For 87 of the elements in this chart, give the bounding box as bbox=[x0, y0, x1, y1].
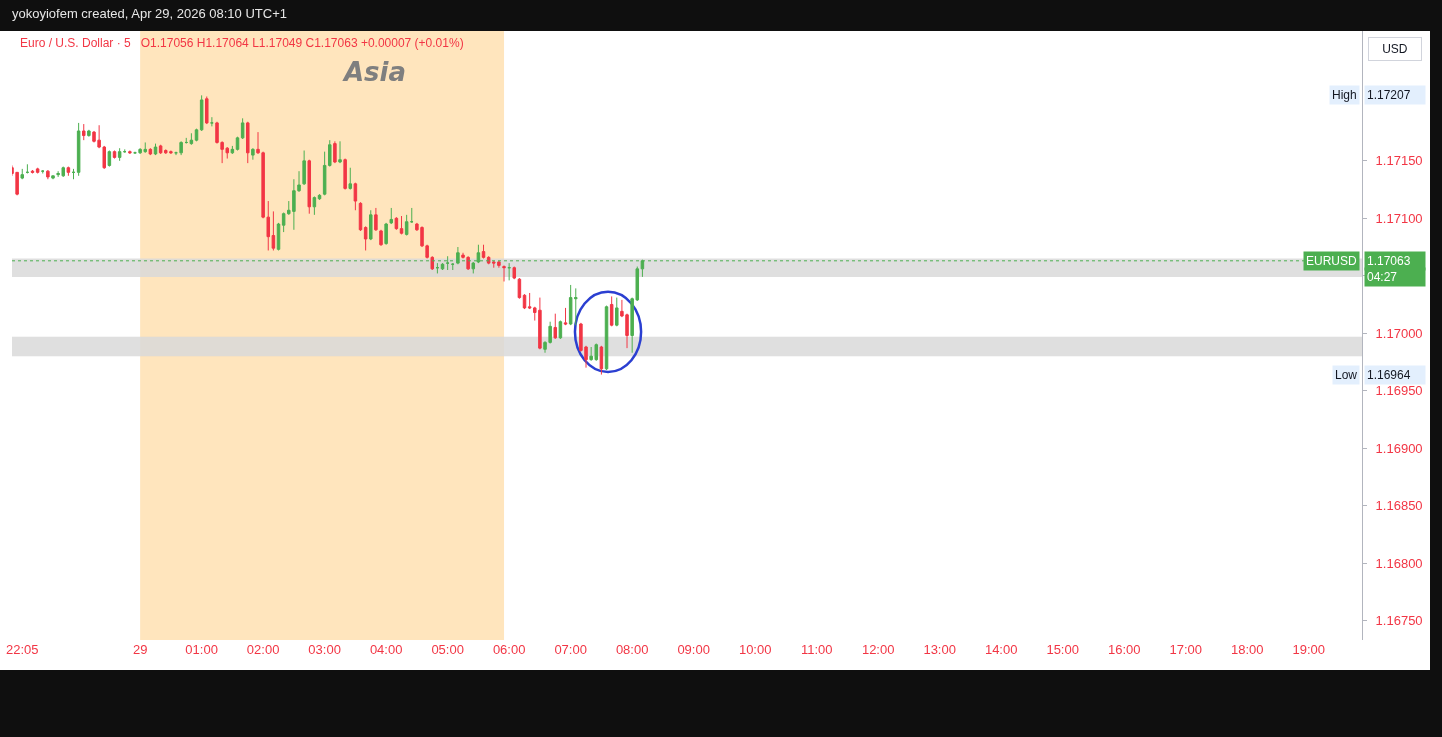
x-tick-label: 14:00 bbox=[984, 642, 1018, 657]
x-tick-label: 03:00 bbox=[308, 642, 341, 657]
x-tick-label: 15:00 bbox=[1046, 642, 1079, 657]
x-tick-label: 02:00 bbox=[246, 642, 280, 657]
x-tick-label: 12:00 bbox=[861, 642, 895, 657]
candlestick bbox=[333, 140, 337, 164]
candlestick bbox=[379, 229, 383, 247]
candlestick bbox=[51, 175, 55, 180]
ref-line-label: EURUSD bbox=[1306, 254, 1358, 268]
candlestick bbox=[153, 143, 158, 156]
x-tick-label: 06:00 bbox=[492, 642, 526, 657]
candlestick bbox=[353, 182, 358, 211]
x-tick-label: 13:00 bbox=[923, 642, 956, 657]
candlestick bbox=[199, 94, 204, 132]
candlestick bbox=[338, 140, 342, 163]
x-tick-label: 01:00 bbox=[185, 642, 218, 657]
band-label: Asia bbox=[342, 57, 407, 87]
candlestick bbox=[343, 158, 347, 191]
y-tick-label: 1.16900 bbox=[1375, 440, 1423, 456]
x-tick-label: 04:00 bbox=[369, 642, 403, 657]
y-tick-label: 1.16850 bbox=[1375, 498, 1423, 514]
y-tick-label: 1.16800 bbox=[1375, 555, 1423, 571]
candlestick bbox=[251, 147, 255, 161]
candlestick bbox=[369, 209, 373, 241]
candlestick bbox=[128, 150, 132, 155]
candlestick bbox=[394, 216, 399, 231]
candlestick bbox=[615, 297, 619, 327]
candlestick bbox=[35, 167, 40, 174]
y-tick-label: 1.17100 bbox=[1375, 210, 1423, 226]
candlestick bbox=[246, 121, 250, 164]
y-tick-label: 1.17150 bbox=[1375, 153, 1423, 169]
x-tick-label: 22:05 bbox=[5, 642, 39, 657]
candlestick bbox=[66, 166, 71, 177]
candlestick bbox=[312, 195, 317, 216]
candlestick bbox=[82, 123, 86, 141]
x-tick-label: 10:00 bbox=[738, 642, 772, 657]
candlestick bbox=[512, 266, 517, 280]
candlestick bbox=[117, 147, 122, 162]
candlestick bbox=[210, 116, 214, 127]
x-tick-label: 05:00 bbox=[431, 642, 464, 657]
candlestick bbox=[481, 244, 486, 260]
candlestick bbox=[205, 96, 209, 125]
text: USD bbox=[1382, 42, 1408, 56]
text: 1.16964 bbox=[1367, 368, 1411, 382]
candlestick bbox=[404, 214, 409, 237]
text: 04:27 bbox=[1367, 270, 1398, 284]
x-tick-label: 17:00 bbox=[1169, 642, 1202, 657]
x-tick-label: 16:00 bbox=[1107, 642, 1141, 657]
x-tick-label: 07:00 bbox=[554, 642, 587, 657]
candlestick bbox=[189, 132, 194, 146]
candlestick bbox=[107, 150, 112, 168]
text: yokoyiofem created, Apr 29, 2026 08:10 UTC+1 bbox=[12, 6, 287, 21]
x-tick-label: 08:00 bbox=[615, 642, 649, 657]
x-tick-label: 29 bbox=[132, 642, 148, 657]
y-tick-label: 1.16750 bbox=[1375, 613, 1423, 629]
candlestick bbox=[563, 307, 568, 326]
candlestick bbox=[230, 145, 235, 155]
annotation: Low bbox=[1335, 368, 1358, 382]
y-tick-label: 1.16950 bbox=[1375, 383, 1423, 399]
candlestick bbox=[87, 129, 91, 138]
candlestick bbox=[502, 264, 506, 282]
candlestick bbox=[399, 215, 404, 235]
candlestick bbox=[410, 207, 414, 224]
candlestick bbox=[348, 167, 353, 191]
candlestick bbox=[363, 225, 368, 251]
candlestick bbox=[20, 168, 25, 180]
candlestick bbox=[76, 122, 81, 177]
candlestick bbox=[302, 150, 306, 186]
y-tick-label: 1.17000 bbox=[1375, 325, 1423, 341]
candlestick bbox=[307, 159, 312, 215]
candlestick bbox=[507, 262, 511, 281]
candlestick bbox=[179, 140, 183, 156]
candlestick bbox=[374, 207, 378, 232]
text: 1.17063 bbox=[1367, 254, 1411, 268]
candlestick bbox=[46, 169, 50, 180]
candlestick bbox=[148, 147, 153, 156]
candlestick bbox=[609, 295, 614, 327]
x-tick-label: 11:00 bbox=[800, 642, 833, 657]
text: 1.17207 bbox=[1367, 88, 1411, 102]
x-tick-label: 09:00 bbox=[677, 642, 710, 657]
annotation: High bbox=[1332, 88, 1357, 102]
candlestick bbox=[240, 117, 245, 140]
x-tick-label: 19:00 bbox=[1292, 642, 1325, 657]
candlestick bbox=[440, 262, 445, 271]
x-tick-label: 18:00 bbox=[1230, 642, 1264, 657]
chart-title: Euro / U.S. Dollar · 5 O1.17056 H1.17064 L1.17049 C1.17063 +0.00007 (+0.01%) bbox=[20, 36, 464, 51]
candlestick bbox=[553, 313, 558, 340]
